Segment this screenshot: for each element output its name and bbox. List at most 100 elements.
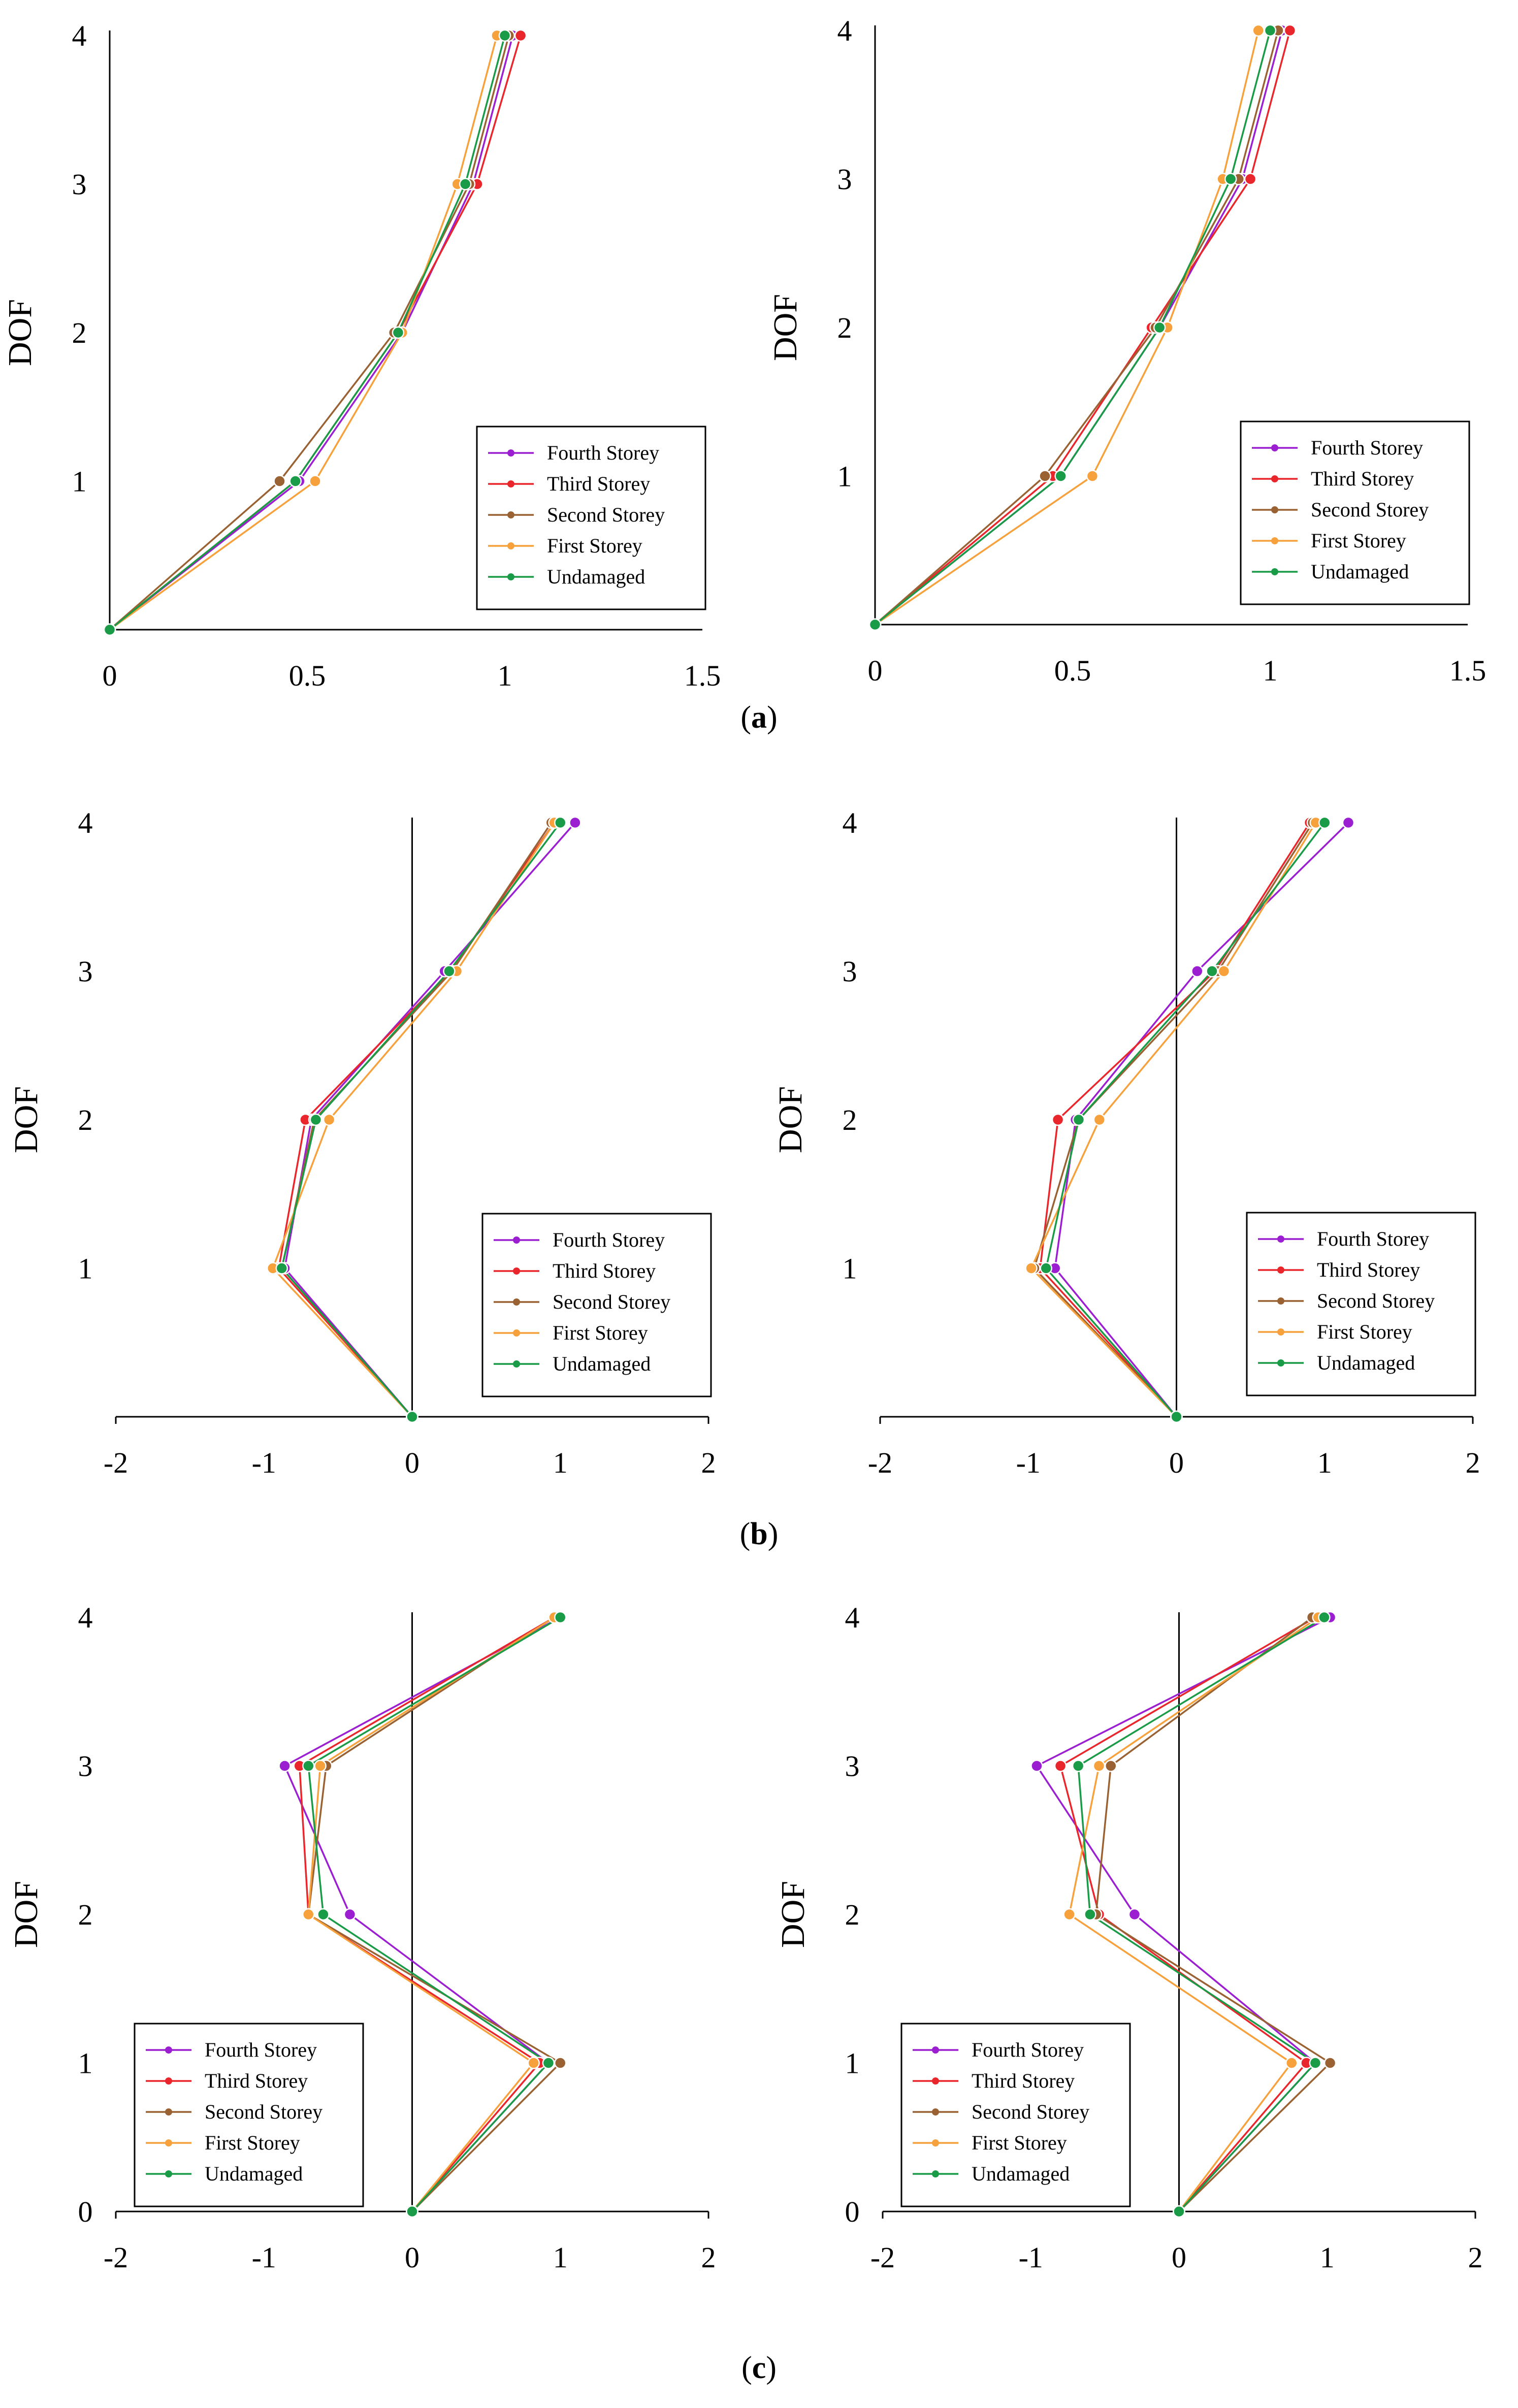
data-point [1217, 965, 1231, 978]
data-point [322, 1113, 336, 1126]
legend-label: Undamaged [205, 2162, 303, 2185]
data-point [1084, 1908, 1096, 1921]
data-point [1040, 1262, 1053, 1275]
data-point [1264, 24, 1277, 37]
series-line [874, 30, 1271, 626]
legend-label: Undamaged [972, 2162, 1070, 2185]
caption-c-open: ( [741, 2351, 752, 2385]
y-axis-label: DOF [767, 294, 804, 361]
y-tick-label: 1 [845, 2047, 860, 2080]
y-tick-label: 1 [72, 465, 87, 498]
data-point [554, 1611, 567, 1624]
legend-swatch-marker [513, 1236, 520, 1244]
y-axis-label: DOF [8, 1881, 45, 1948]
data-point [1093, 1113, 1106, 1126]
legend-swatch-marker [932, 2046, 939, 2054]
series-line [874, 30, 1279, 626]
data-point [868, 618, 882, 631]
legend-swatch-marker [1271, 568, 1278, 575]
x-tick-label: -2 [104, 1446, 128, 1479]
legend-swatch-marker [1277, 1266, 1284, 1274]
legend-swatch-marker [165, 2108, 172, 2116]
legend-swatch-marker [513, 1360, 520, 1368]
chart-c-right: -2 -1 0 1 2 0 1 2 3 4 DOF Fourth Storey Third Storey… [774, 1601, 1483, 2274]
y-tick-label: 0 [78, 2195, 93, 2228]
x-tick-label: 1 [1320, 2241, 1335, 2274]
y-tick-label: 3 [78, 955, 93, 988]
series-line [875, 30, 1259, 626]
data-point [1191, 965, 1204, 978]
legend-label: Third Storey [553, 1259, 656, 1282]
caption-a-letter: a [751, 700, 767, 735]
caption-b-close: ) [767, 1517, 779, 1551]
data-point [459, 178, 472, 190]
legend-label: Undamaged [1311, 560, 1409, 583]
x-tick-label: 1.5 [684, 659, 721, 692]
x-tick-label: 2 [701, 2241, 716, 2274]
caption-b-open: ( [739, 1517, 751, 1551]
y-tick-label: 2 [843, 1103, 857, 1136]
y-tick-label: 2 [72, 316, 87, 349]
legend-label: Third Storey [972, 2069, 1075, 2092]
y-tick-label: 2 [837, 311, 852, 344]
x-tick-label: 2 [1466, 1446, 1480, 1479]
legend-swatch-marker [507, 480, 514, 487]
y-tick-label: 2 [78, 1103, 93, 1136]
legend-label: Undamaged [553, 1352, 651, 1375]
legend-label: Second Storey [547, 503, 665, 526]
y-tick-label: 3 [78, 1750, 93, 1783]
data-point [1051, 1113, 1064, 1126]
y-tick-label: 3 [72, 168, 87, 201]
legend-label: Undamaged [547, 565, 645, 588]
series-line [109, 35, 514, 631]
y-axis-label: DOF [2, 299, 39, 366]
data-point [309, 1113, 322, 1126]
legend-swatch-marker [1277, 1297, 1284, 1305]
legend-label: Fourth Storey [1317, 1227, 1429, 1250]
legend-swatch-marker [1277, 1359, 1284, 1366]
legend-label: First Storey [553, 1321, 648, 1344]
data-point [1173, 2205, 1185, 2218]
x-tick-label: -2 [868, 1446, 892, 1479]
data-point [406, 1410, 418, 1423]
data-point [554, 816, 567, 829]
x-tick-label: 2 [701, 1446, 716, 1479]
x-tick-label: -1 [252, 1446, 276, 1479]
data-point [1128, 1908, 1141, 1921]
x-tick-label: 0 [103, 659, 117, 692]
data-point [1092, 1760, 1106, 1772]
legend-label: Second Storey [553, 1290, 670, 1313]
data-point [1206, 965, 1218, 978]
data-point [1318, 816, 1331, 829]
legend-label: Second Storey [972, 2100, 1089, 2123]
data-point [302, 1908, 315, 1921]
data-point [498, 29, 511, 42]
x-tick-label: 0 [405, 1446, 419, 1479]
legend-swatch-marker [165, 2046, 172, 2054]
legend-swatch-marker [513, 1267, 520, 1275]
data-point [514, 29, 527, 42]
legend-box [476, 426, 706, 610]
data-point [1342, 816, 1355, 829]
x-tick-label: 1 [1317, 1446, 1332, 1479]
legend-label: Fourth Storey [972, 2038, 1084, 2061]
legend-label: Third Storey [205, 2069, 308, 2092]
data-point [1054, 470, 1067, 482]
x-tick-label: 2 [1468, 2241, 1483, 2274]
series-line [109, 35, 506, 631]
legend: Fourth Storey Third Storey Second Storey Fi… [1240, 420, 1470, 605]
data-point [289, 475, 302, 487]
legend-swatch-marker [513, 1298, 520, 1306]
legend-swatch-marker [165, 2077, 172, 2085]
legend-swatch-marker [932, 2108, 939, 2116]
legend-label: First Storey [1317, 1320, 1412, 1343]
y-tick-label: 3 [837, 163, 852, 196]
data-point [569, 816, 582, 829]
x-tick-label: 0 [1172, 2241, 1186, 2274]
series-line [109, 35, 510, 631]
legend-label: Fourth Storey [553, 1228, 665, 1251]
data-point [1283, 24, 1297, 37]
y-tick-label: 1 [837, 460, 852, 493]
data-point [406, 2205, 418, 2218]
x-tick-label: 1.5 [1449, 654, 1487, 687]
